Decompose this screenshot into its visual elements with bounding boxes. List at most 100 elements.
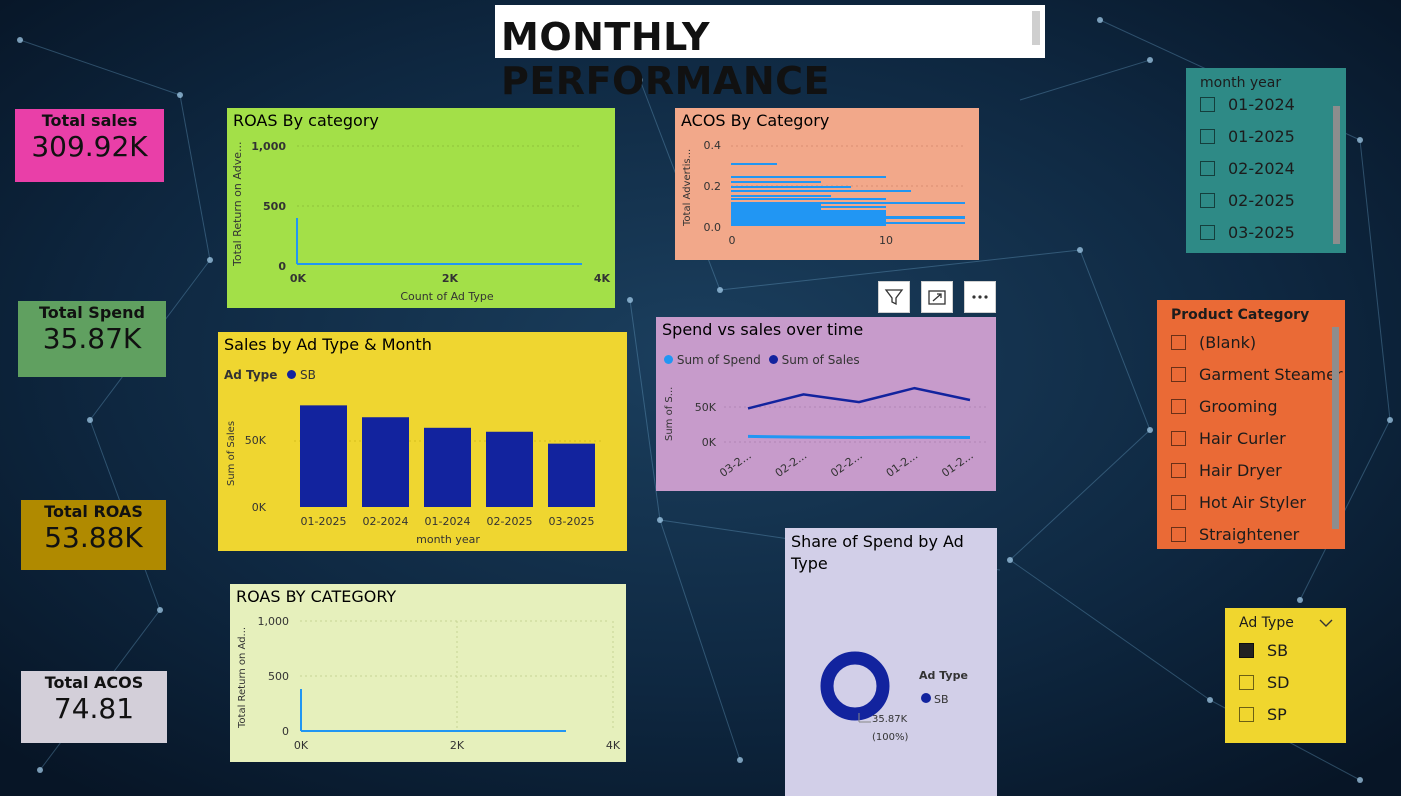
x-tick: 4K bbox=[606, 739, 621, 752]
y-axis-label: Total Return on Adve... bbox=[231, 142, 244, 267]
kpi-label: Total ACOS bbox=[44, 673, 144, 692]
slicer-item[interactable]: Grooming bbox=[1171, 390, 1343, 422]
x-tick: 01-2025 bbox=[301, 515, 347, 528]
series-line-sales[interactable] bbox=[747, 386, 971, 410]
roas-bottom-plot: Total Return on Ad... 1,000 500 0 0K 2K … bbox=[237, 615, 621, 752]
bar-02-2024[interactable] bbox=[362, 417, 409, 507]
legend-item[interactable]: SB bbox=[300, 368, 316, 382]
focus-mode-button[interactable] bbox=[921, 281, 953, 313]
bar-03-2025[interactable] bbox=[548, 443, 595, 507]
bar-02-2025[interactable] bbox=[486, 431, 533, 507]
chart-title: Share of Spend by Ad Type bbox=[791, 532, 964, 573]
y-tick: 0 bbox=[278, 260, 286, 273]
checkbox[interactable] bbox=[1171, 366, 1186, 382]
slicer-item[interactable]: 01-2025 bbox=[1200, 120, 1330, 152]
chart-legend: Sum of Spend Sum of Sales bbox=[664, 353, 860, 367]
checkbox[interactable] bbox=[1200, 160, 1215, 176]
slicer-item-label: 01-2024 bbox=[1228, 94, 1295, 114]
slicer-scrollbar[interactable] bbox=[1333, 106, 1340, 244]
sales-by-month-plot: Sum of Sales 50K 0K 01-2025 02-2024 01-202… bbox=[226, 405, 603, 546]
acos-plot: Total Advertis... 0.4 0.2 0.0 0 10 bbox=[682, 139, 965, 247]
legend-title: Ad Type bbox=[224, 368, 278, 382]
legend-title: Ad Type bbox=[919, 669, 968, 682]
legend-item[interactable]: SB bbox=[934, 693, 949, 706]
x-tick: 0K bbox=[294, 739, 309, 752]
slicer-scrollbar[interactable] bbox=[1332, 327, 1339, 529]
donut-slice-sb[interactable] bbox=[820, 651, 890, 721]
checkbox[interactable] bbox=[1200, 128, 1215, 144]
slicer-item[interactable]: SP bbox=[1239, 698, 1339, 730]
x-tick: 03-2... bbox=[717, 449, 754, 480]
checkbox[interactable] bbox=[1239, 674, 1254, 690]
roas-by-category-bottom-chart[interactable]: ROAS BY CATEGORY Total Return on Ad... 1… bbox=[230, 584, 626, 762]
slicer-item-label: SB bbox=[1267, 640, 1289, 660]
x-tick: 2K bbox=[442, 272, 459, 285]
bar-01-2025[interactable] bbox=[300, 405, 347, 507]
roas-by-category-chart[interactable]: ROAS By category Total Return on Adve...… bbox=[227, 108, 615, 308]
chart-title: ROAS BY CATEGORY bbox=[236, 587, 397, 606]
checkbox[interactable] bbox=[1200, 96, 1215, 112]
kpi-value: 53.88K bbox=[44, 521, 143, 554]
legend-item[interactable]: Sum of Spend bbox=[664, 353, 761, 367]
slicer-item-label: 01-2025 bbox=[1228, 126, 1295, 146]
legend-item[interactable]: Sum of Sales bbox=[768, 353, 860, 367]
x-tick: 10 bbox=[879, 234, 893, 247]
product-category-slicer: Product Category (Blank) Garment Steamer G… bbox=[1157, 300, 1345, 549]
slicer-item[interactable]: SB bbox=[1239, 634, 1339, 666]
checkbox[interactable] bbox=[1171, 398, 1186, 414]
checkbox[interactable] bbox=[1239, 642, 1254, 658]
checkbox[interactable] bbox=[1239, 706, 1254, 722]
slicer-item-label: Hair Dryer bbox=[1199, 460, 1282, 480]
slicer-item[interactable]: Hair Curler bbox=[1171, 422, 1343, 454]
x-tick: 02-2024 bbox=[363, 515, 409, 528]
chart-title: ACOS By Category bbox=[681, 111, 830, 130]
kpi-total-acos: Total ACOS 74.81 bbox=[21, 671, 167, 743]
y-tick: 50K bbox=[245, 434, 267, 447]
x-tick: 01-2... bbox=[884, 449, 921, 480]
slicer-item[interactable]: 02-2025 bbox=[1200, 184, 1330, 216]
checkbox[interactable] bbox=[1171, 462, 1186, 478]
slicer-item-label: 02-2025 bbox=[1228, 190, 1295, 210]
kpi-value: 35.87K bbox=[42, 322, 142, 355]
filter-button[interactable] bbox=[878, 281, 910, 313]
y-tick: 0 bbox=[282, 725, 289, 738]
slicer-item[interactable]: SD bbox=[1239, 666, 1339, 698]
more-options-button[interactable] bbox=[964, 281, 996, 313]
checkbox[interactable] bbox=[1171, 526, 1186, 542]
bar-01-2024[interactable] bbox=[424, 427, 471, 507]
slicer-title: month year bbox=[1200, 75, 1282, 91]
series-line-spend[interactable] bbox=[747, 434, 971, 439]
checkbox[interactable] bbox=[1171, 430, 1186, 446]
acos-by-category-chart[interactable]: ACOS By Category Total Advertis... 0.4 0… bbox=[675, 108, 979, 260]
y-axis-label: Total Advertis... bbox=[682, 149, 693, 227]
checkbox[interactable] bbox=[1171, 334, 1186, 350]
kpi-total-roas: Total ROAS 53.88K bbox=[21, 500, 166, 570]
slicer-item[interactable]: Hair Dryer bbox=[1171, 454, 1343, 486]
slicer-item[interactable]: (Blank) bbox=[1171, 326, 1343, 358]
x-tick: 02-2... bbox=[773, 449, 810, 480]
share-of-spend-chart[interactable]: Share of Spend by Ad Type 35.87K (100%) … bbox=[785, 528, 997, 796]
spend-vs-sales-chart[interactable]: Spend vs sales over time Sum of Spend Su… bbox=[656, 317, 996, 491]
checkbox[interactable] bbox=[1200, 192, 1215, 208]
sales-by-ad-type-month-chart[interactable]: Sales by Ad Type & Month Ad Type SB Sum … bbox=[218, 332, 627, 551]
y-tick: 50K bbox=[695, 401, 717, 414]
slicer-item[interactable]: 01-2024 bbox=[1200, 88, 1330, 120]
checkbox[interactable] bbox=[1200, 224, 1215, 240]
slicer-item[interactable]: 02-2024 bbox=[1200, 152, 1330, 184]
y-tick: 0.0 bbox=[704, 221, 722, 234]
x-tick: 4K bbox=[594, 272, 611, 285]
checkbox[interactable] bbox=[1171, 494, 1186, 510]
slicer-item[interactable]: Hot Air Styler bbox=[1171, 486, 1343, 518]
title-scrollbar[interactable] bbox=[1032, 11, 1040, 45]
slicer-item[interactable]: Straightener bbox=[1171, 518, 1343, 549]
slicer-item-label: Straightener bbox=[1199, 524, 1300, 544]
slicer-item[interactable]: Garment Steamer bbox=[1171, 358, 1343, 390]
x-tick: 01-2... bbox=[939, 449, 976, 480]
chevron-down-icon[interactable] bbox=[1319, 618, 1333, 628]
slicer-item-label: Grooming bbox=[1199, 396, 1278, 416]
y-tick: 0K bbox=[702, 436, 717, 449]
roas-top-plot: Total Return on Adve... 1,000 500 0 0K 2… bbox=[231, 140, 611, 303]
x-tick: 02-2025 bbox=[487, 515, 533, 528]
slicer-item[interactable]: 03-2025 bbox=[1200, 216, 1330, 248]
chart-title: Spend vs sales over time bbox=[662, 320, 864, 339]
